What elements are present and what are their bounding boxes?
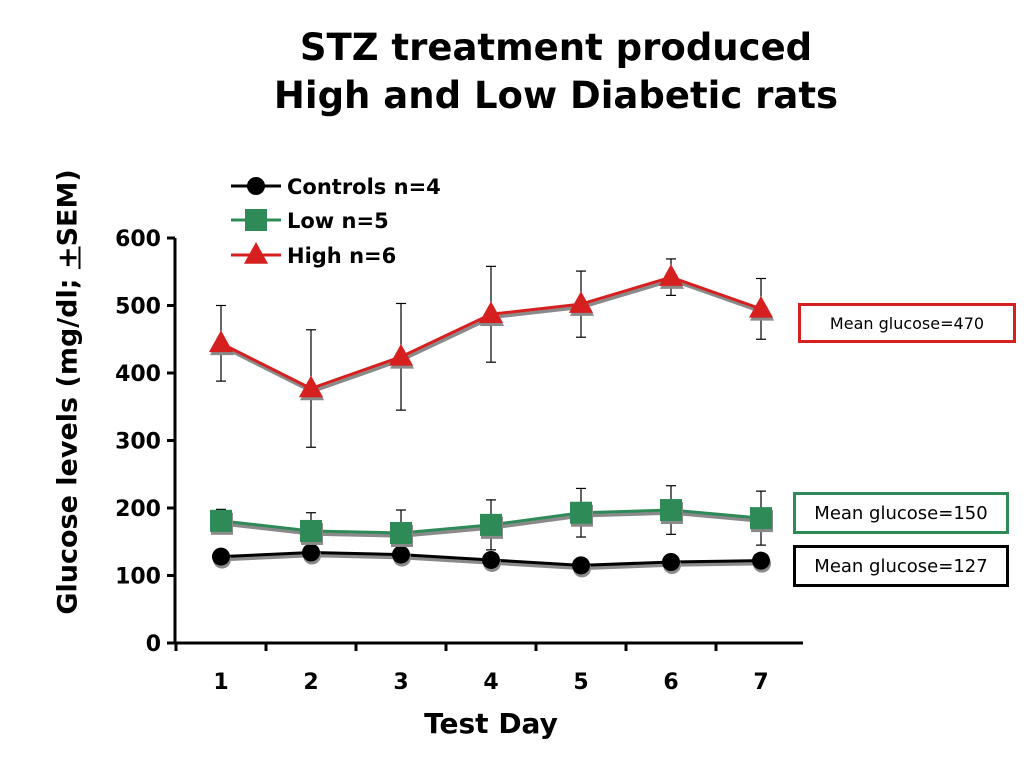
high-point <box>658 264 684 286</box>
legend-low-marker <box>245 209 267 231</box>
controls-point <box>752 551 770 570</box>
y-tick-label: 300 <box>115 430 161 455</box>
y-tick-label: 600 <box>115 227 161 252</box>
controls-point <box>482 550 500 569</box>
legend-controls-label: Controls n=4 <box>287 175 441 199</box>
x-tick-label: 1 <box>213 670 228 695</box>
high-point <box>298 375 324 398</box>
x-tick-label: 7 <box>753 670 768 695</box>
high-point <box>748 295 774 318</box>
high-point <box>388 343 414 366</box>
y-tick-label: 0 <box>146 632 161 657</box>
x-tick-label: 3 <box>393 670 408 695</box>
low-point <box>660 499 682 522</box>
legend-high-label: High n=6 <box>287 244 396 268</box>
mean-glucose-low-box: Mean glucose=150 <box>793 492 1009 534</box>
x-tick-label: 2 <box>303 670 318 695</box>
chart-title-line1: STZ treatment produced <box>299 26 813 69</box>
controls-point <box>572 556 590 575</box>
low-point <box>480 513 502 536</box>
x-axis-label: Test Day <box>424 707 558 740</box>
high-point <box>208 330 234 353</box>
chart-title: STZ treatment produced High and Low Diab… <box>0 24 1024 120</box>
controls-point <box>662 553 680 571</box>
high-point <box>568 291 594 313</box>
mean-glucose-low-text: Mean glucose=150 <box>814 502 988 524</box>
low-point <box>750 507 772 530</box>
x-tick-label: 4 <box>483 670 498 695</box>
y-tick-label: 200 <box>115 497 161 522</box>
y-tick-label: 500 <box>115 295 161 320</box>
legend-high-marker <box>243 242 269 264</box>
mean-glucose-controls-text: Mean glucose=127 <box>814 555 988 577</box>
high-series-shadow <box>221 278 763 394</box>
low-point <box>390 521 412 544</box>
low-point <box>210 509 232 532</box>
mean-glucose-high-text: Mean glucose=470 <box>829 313 985 333</box>
y-tick-label: 100 <box>115 565 161 590</box>
y-tick-label: 400 <box>115 362 161 387</box>
x-tick-label: 5 <box>573 670 588 695</box>
controls-point <box>302 543 320 562</box>
legend-low-label: Low n=5 <box>287 209 389 233</box>
low-point <box>300 519 322 542</box>
high-point <box>478 301 504 324</box>
mean-glucose-high-box: Mean glucose=470 <box>798 303 1016 343</box>
controls-point <box>212 547 230 566</box>
mean-glucose-controls-box: Mean glucose=127 <box>793 545 1009 587</box>
low-point <box>570 501 592 524</box>
x-tick-label: 6 <box>663 670 678 695</box>
chart-title-line2: High and Low Diabetic rats <box>273 74 839 117</box>
legend-controls-marker <box>247 177 265 195</box>
